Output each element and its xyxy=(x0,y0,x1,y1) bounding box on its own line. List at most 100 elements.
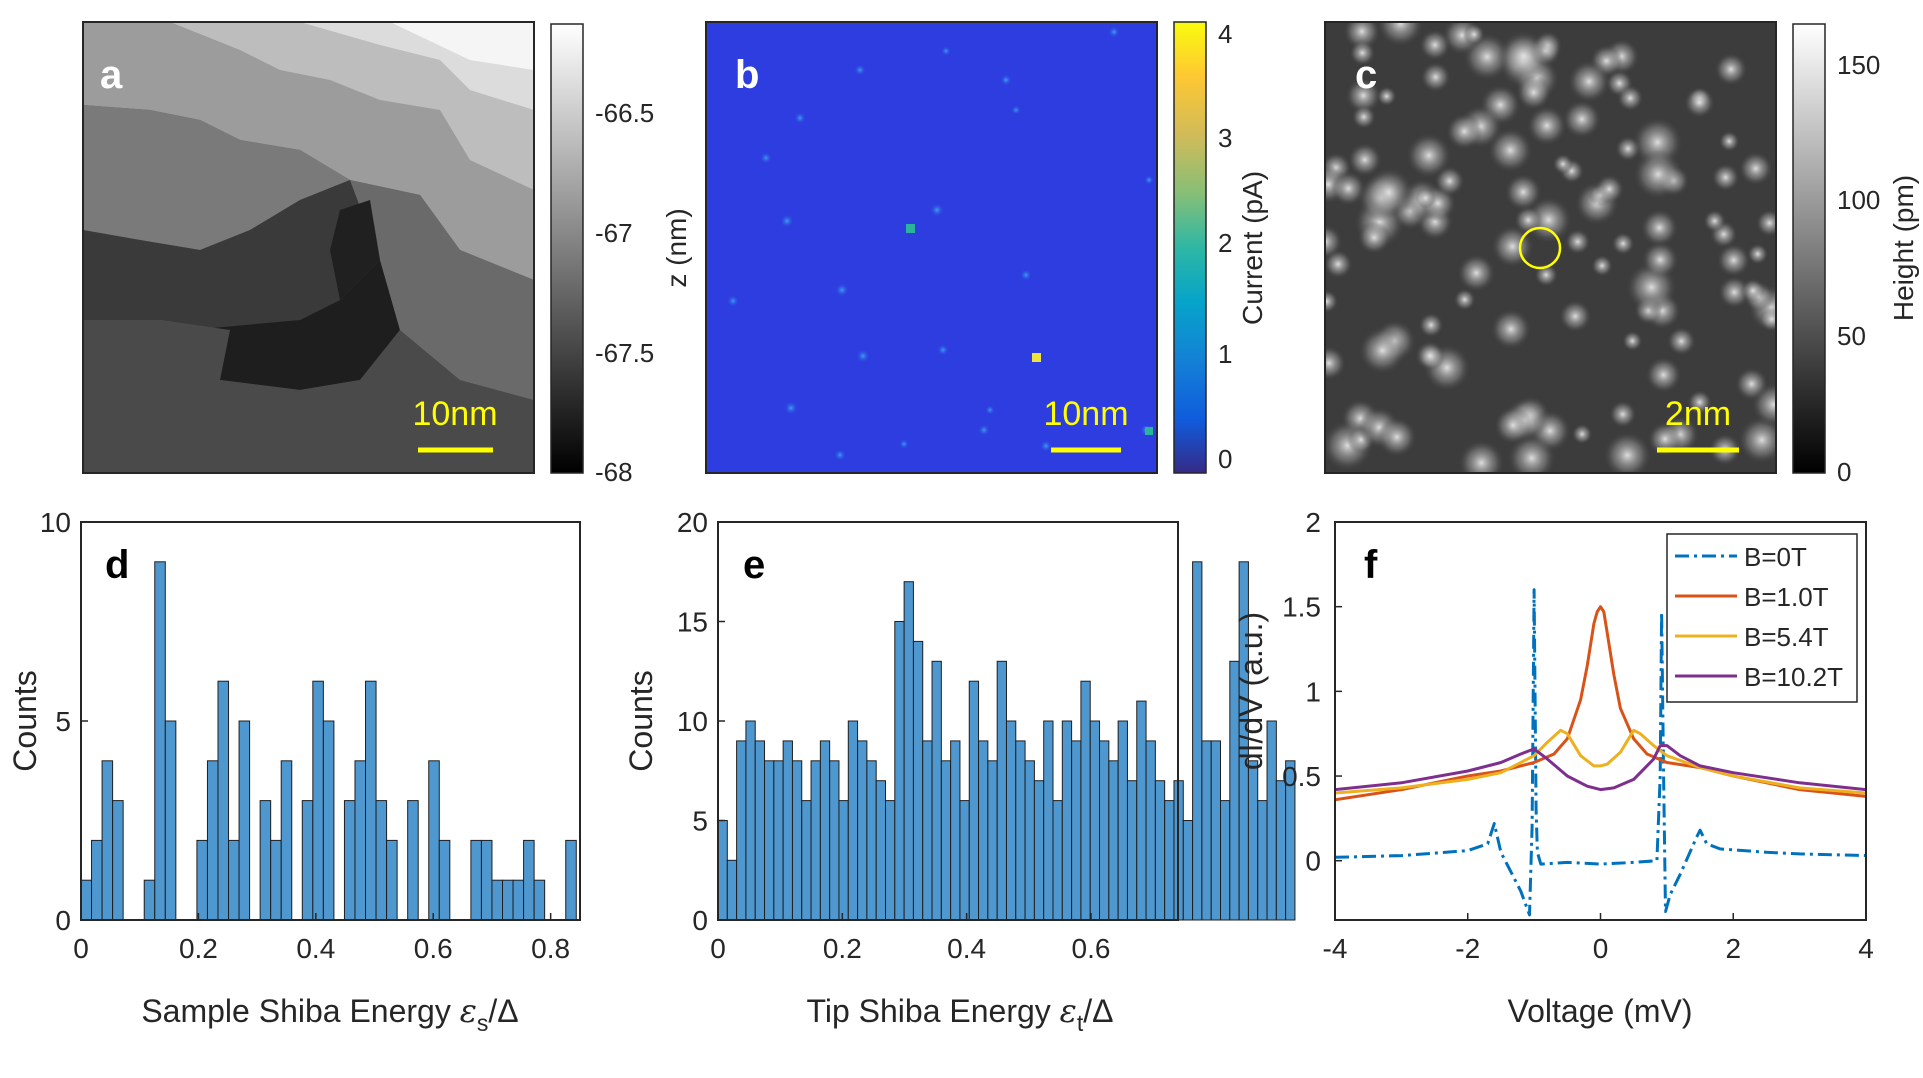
y-tick-label: 0 xyxy=(1305,846,1321,877)
atom-blob xyxy=(1718,130,1740,152)
histogram-bar-d xyxy=(312,680,324,921)
histogram-bar-d xyxy=(301,800,314,921)
histogram-bar-e xyxy=(810,760,821,921)
topography-image-a xyxy=(83,22,534,473)
panel-letter-e: e xyxy=(743,543,765,587)
panel-letter-c: c xyxy=(1355,53,1377,97)
histogram-bar-d xyxy=(343,800,356,921)
atom-blob xyxy=(1418,312,1444,338)
atom-blob xyxy=(1687,389,1712,415)
x-tick-label: 0 xyxy=(73,933,89,964)
histogram-bar-e xyxy=(1015,740,1026,921)
axis-ticks-f: -4 -2 0 2 4 0 0.5 1 1.5 2 xyxy=(1282,507,1874,964)
histogram-bar-e xyxy=(838,800,849,921)
histogram-bar-e xyxy=(1080,680,1091,921)
panel-d: 0 0.2 0.4 0.6 0.8 0 5 10 d Counts Sample Shiba … xyxy=(7,507,581,1036)
colorbar-tick: 3 xyxy=(1218,123,1232,153)
histogram-bar-e xyxy=(1257,800,1268,921)
scale-bar-label-b: 10nm xyxy=(1043,395,1128,433)
atom-blob xyxy=(1594,174,1625,204)
histogram-bar-d xyxy=(270,839,282,921)
legend-box-f xyxy=(1666,533,1858,703)
histogram-bar-e xyxy=(1154,780,1166,921)
histogram-bar-e xyxy=(745,720,756,921)
colorbar-a xyxy=(550,23,584,474)
histogram-bar-e xyxy=(978,740,989,921)
histogram-bar-e xyxy=(764,760,775,921)
histogram-bar-d xyxy=(259,800,272,921)
x-tick-label: -2 xyxy=(1455,933,1480,964)
y-tick-label: 5 xyxy=(692,806,708,837)
histogram-bar-d xyxy=(196,839,208,921)
colorbar-tick: -66.5 xyxy=(595,98,654,128)
atom-blob xyxy=(1609,400,1637,428)
histogram-bar-e xyxy=(1099,740,1110,921)
atom-blob xyxy=(1497,30,1550,82)
series-line-b-10-2t xyxy=(1335,744,1866,792)
histogram-bar-d xyxy=(80,879,93,921)
colorbar-tick: -67.5 xyxy=(595,338,654,368)
histogram-bar-d xyxy=(322,720,335,921)
colorbar-ticks-c: 150 100 50 0 xyxy=(1837,50,1880,487)
histogram-bar-d xyxy=(523,839,535,921)
x-tick-label: 0.6 xyxy=(1072,933,1111,964)
colorbar-tick: 4 xyxy=(1218,19,1232,49)
legend-label: B=1.0T xyxy=(1744,582,1829,612)
histogram-bar-d xyxy=(512,879,525,921)
atom-blob xyxy=(1490,308,1532,350)
histogram-bar-e xyxy=(894,621,905,921)
x-tick-label: 0.2 xyxy=(823,933,862,964)
histogram-bar-d xyxy=(217,680,230,921)
histogram-bar-d xyxy=(375,800,388,921)
histogram-bar-e xyxy=(1108,760,1119,921)
y-tick-label: 15 xyxy=(677,607,708,638)
series-line-b-5-4t xyxy=(1335,728,1866,795)
atom-blob xyxy=(1611,232,1635,256)
series-line-b-1-0t xyxy=(1335,605,1866,802)
histogram-bar-e xyxy=(847,720,859,921)
current-spots-b xyxy=(727,26,1154,461)
histogram-bar-e xyxy=(754,740,766,921)
atom-blob xyxy=(1751,382,1776,427)
atom-blob xyxy=(1552,153,1574,175)
histogram-bar-e xyxy=(717,820,728,921)
y-tick-label: 0.5 xyxy=(1282,761,1321,792)
x-axis-label-e: Tip Shiba Energy εt/Δ xyxy=(807,992,1114,1036)
atom-blob xyxy=(1703,209,1727,233)
histogram-bar-e xyxy=(996,660,1007,921)
histogram-bar-e xyxy=(940,760,952,921)
atom-blob xyxy=(1351,104,1376,130)
x-tick-label: 0.4 xyxy=(296,933,335,964)
panel-b: b 10nm 4 3 2 1 0 Current (pA) xyxy=(705,19,1268,474)
x-tick-label: 0.6 xyxy=(414,933,453,964)
histogram-bar-d xyxy=(533,879,546,921)
panel-a: a 10nm -66.5 -67 -67.5 -68 z (nm) xyxy=(82,21,692,487)
atom-blob xyxy=(1415,187,1437,209)
x-tick-label: 0.2 xyxy=(179,933,218,964)
colorbar-tick: 100 xyxy=(1837,185,1880,215)
image-frame-b xyxy=(705,21,1158,474)
atom-blob xyxy=(1349,39,1376,66)
axis-ticks-e: 0 0.2 0.4 0.6 0 5 10 15 20 xyxy=(677,507,1111,964)
histogram-bar-d xyxy=(491,879,504,921)
colorbar-tick: 0 xyxy=(1837,457,1851,487)
atom-blob xyxy=(1666,326,1696,356)
panel-e: 0 0.2 0.4 0.6 0 5 10 15 20 e Counts Tip Shiba En… xyxy=(623,507,1296,1036)
atom-blob xyxy=(1526,105,1567,146)
histogram-bar-d xyxy=(502,879,514,921)
atom-blob xyxy=(1716,243,1751,277)
histogram-bars-e xyxy=(717,561,1296,921)
histogram-bar-e xyxy=(1220,800,1231,921)
atom-blob xyxy=(1457,253,1496,293)
scale-bar-label-a: 10nm xyxy=(412,395,497,433)
histogram-bar-e xyxy=(866,760,877,921)
y-tick-label: 10 xyxy=(40,507,71,538)
histogram-bar-e xyxy=(1117,720,1128,921)
atom-blob xyxy=(1640,208,1679,247)
y-tick-label: 20 xyxy=(677,507,708,538)
y-tick-label: 2 xyxy=(1305,507,1321,538)
histogram-bar-e xyxy=(819,740,831,921)
atom-blob xyxy=(1718,275,1751,309)
y-tick-label: 0 xyxy=(692,905,708,936)
atom-blob xyxy=(1504,173,1542,211)
